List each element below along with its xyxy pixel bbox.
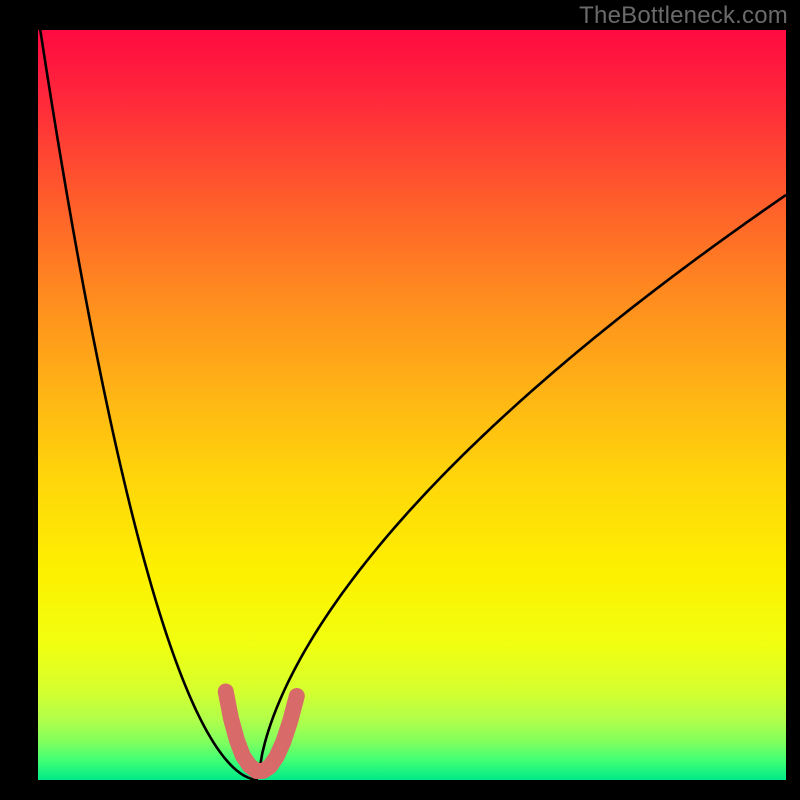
chart-stage: TheBottleneck.com bbox=[0, 0, 800, 800]
watermark-text: TheBottleneck.com bbox=[579, 2, 788, 30]
border-right bbox=[786, 0, 800, 800]
border-left bbox=[0, 0, 38, 800]
border-bottom bbox=[0, 780, 800, 800]
bottleneck-plot bbox=[0, 0, 800, 800]
plot-background bbox=[38, 30, 786, 780]
